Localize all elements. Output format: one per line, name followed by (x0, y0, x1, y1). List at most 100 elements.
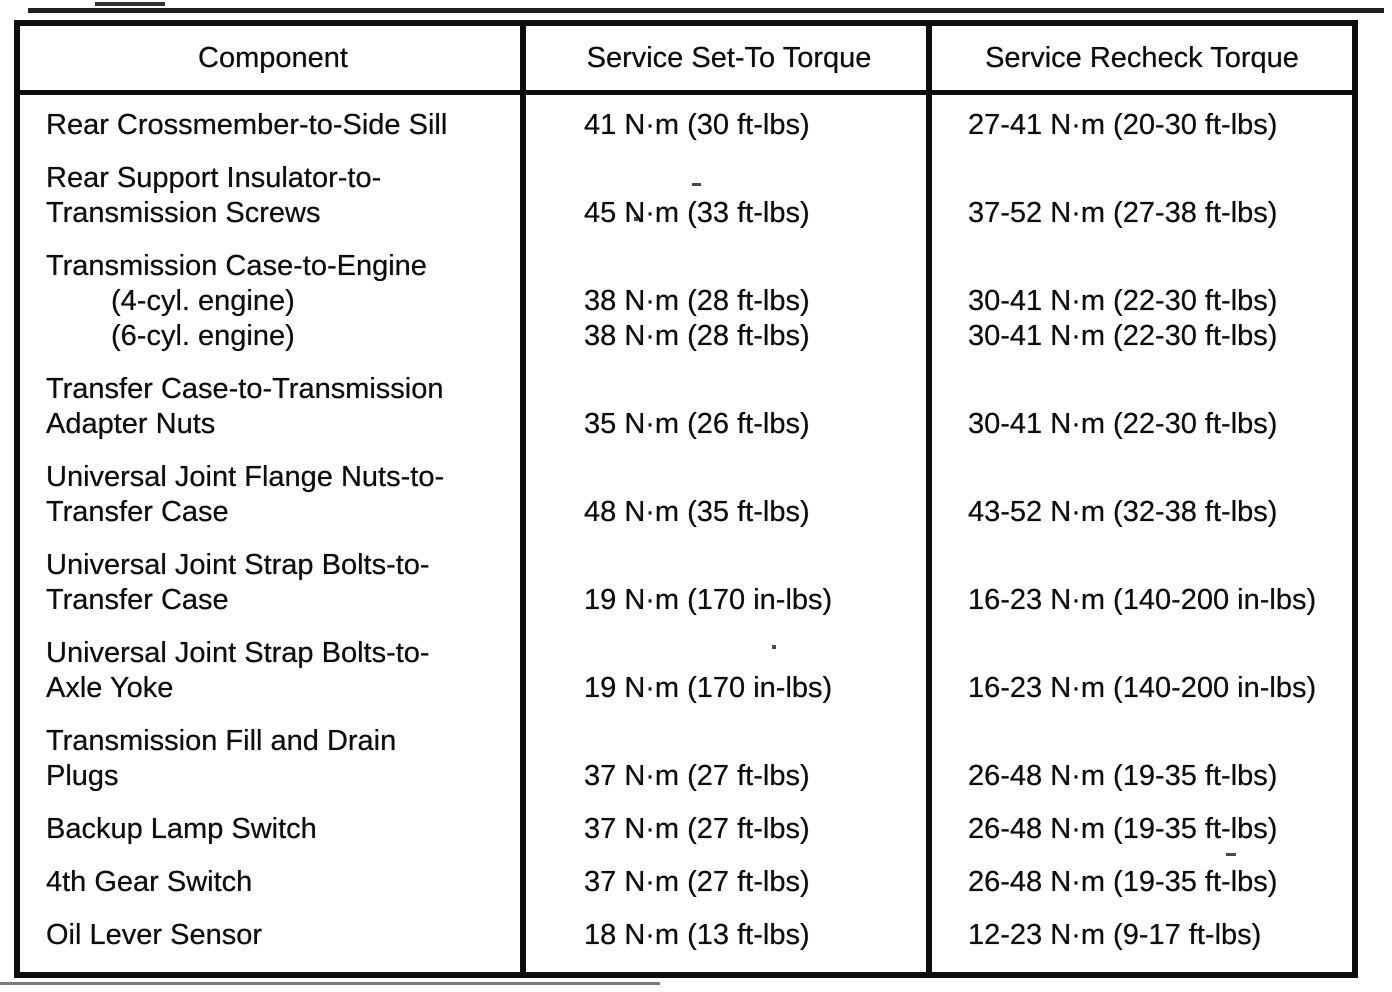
recheck-torque-value: 26-48 N·m (19-35 ft-lbs) (968, 866, 1278, 898)
scan-artifact-top-stub (95, 2, 165, 6)
component-line: Rear Support Insulator-to- (46, 162, 382, 194)
table-row: Transmission Fill and Drain Plugs 37 N·m (… (20, 724, 1352, 794)
set-to-torque-value: 38 N·m (28 ft-lbs) (584, 320, 810, 352)
recheck-torque-cell: 26-48 N·m (19-35 ft-lbs) (932, 812, 1352, 847)
recheck-torque-value: 26-48 N·m (19-35 ft-lbs) (968, 760, 1278, 792)
component-cell: 4th Gear Switch (20, 865, 526, 900)
set-to-torque-cell: 37 N·m (27 ft-lbs) (526, 724, 932, 794)
component-line: (4-cyl. engine) (111, 285, 295, 317)
component-line: Universal Joint Strap Bolts-to- (46, 637, 430, 669)
component-line: Universal Joint Flange Nuts-to- (46, 461, 445, 493)
set-to-torque-value: 45 N·m (33 ft-lbs) (584, 197, 810, 229)
column-divider (926, 26, 932, 972)
table-row: 4th Gear Switch 37 N·m (27 ft-lbs) 26-48 N… (20, 865, 1352, 900)
component-line: Backup Lamp Switch (46, 813, 317, 845)
component-line: Transfer Case-to-Transmission (46, 373, 444, 405)
component-cell: Rear Support Insulator-to- Transmission S… (20, 161, 526, 231)
recheck-torque-value: 16-23 N·m (140-200 in-lbs) (968, 672, 1317, 704)
torque-specifications-table: Component Service Set-To Torque Service … (14, 20, 1358, 978)
table-body: Rear Crossmember-to-Side Sill 41 N·m (30 … (20, 95, 1352, 972)
component-cell: Backup Lamp Switch (20, 812, 526, 847)
component-cell: Universal Joint Flange Nuts-to- Transfer … (20, 460, 526, 530)
component-line: Plugs (46, 760, 119, 792)
scan-artifact-bottom-line (0, 982, 660, 985)
component-line: 4th Gear Switch (46, 866, 253, 898)
table-row: Universal Joint Strap Bolts-to- Axle Yoke… (20, 636, 1352, 706)
set-to-torque-value: 41 N·m (30 ft-lbs) (584, 109, 810, 141)
recheck-torque-cell: 16-23 N·m (140-200 in-lbs) (932, 636, 1352, 706)
set-to-torque-cell: 48 N·m (35 ft-lbs) (526, 460, 932, 530)
scan-speck (634, 217, 638, 221)
component-cell: Universal Joint Strap Bolts-to- Axle Yoke (20, 636, 526, 706)
set-to-torque-cell: 35 N·m (26 ft-lbs) (526, 372, 932, 442)
component-line: Transfer Case (46, 584, 229, 616)
recheck-torque-cell: 27-41 N·m (20-30 ft-lbs) (932, 108, 1352, 143)
component-cell: Universal Joint Strap Bolts-to- Transfer … (20, 548, 526, 618)
component-cell: Rear Crossmember-to-Side Sill (20, 108, 526, 143)
component-cell: Transfer Case-to-Transmission Adapter Nut… (20, 372, 526, 442)
recheck-torque-value: 12-23 N·m (9-17 ft-lbs) (968, 919, 1262, 951)
component-line: Transmission Fill and Drain (46, 725, 397, 757)
set-to-torque-cell: 45 N·m (33 ft-lbs) (526, 161, 932, 231)
component-cell: Transmission Fill and Drain Plugs (20, 724, 526, 794)
header-service-recheck-torque: Service Recheck Torque (985, 41, 1299, 74)
table-row: Rear Crossmember-to-Side Sill 41 N·m (30 … (20, 108, 1352, 143)
recheck-torque-value: 30-41 N·m (22-30 ft-lbs) (968, 408, 1278, 440)
set-to-torque-cell: 37 N·m (27 ft-lbs) (526, 812, 932, 847)
recheck-torque-cell: 26-48 N·m (19-35 ft-lbs) (932, 865, 1352, 900)
set-to-torque-cell: 19 N·m (170 in-lbs) (526, 636, 932, 706)
set-to-torque-value: 35 N·m (26 ft-lbs) (584, 408, 810, 440)
header-component: Component (198, 41, 348, 74)
recheck-torque-cell: 30-41 N·m (22-30 ft-lbs) (932, 372, 1352, 442)
set-to-torque-value: 19 N·m (170 in-lbs) (584, 672, 833, 704)
table-header-row: Component Service Set-To Torque Service … (20, 26, 1352, 95)
component-line: Transmission Case-to-Engine (46, 250, 427, 282)
set-to-torque-value: 37 N·m (27 ft-lbs) (584, 813, 810, 845)
set-to-torque-value: 19 N·m (170 in-lbs) (584, 584, 833, 616)
scan-speck (772, 645, 776, 649)
set-to-torque-cell: 37 N·m (27 ft-lbs) (526, 865, 932, 900)
scan-speck (1226, 853, 1236, 856)
component-line: Axle Yoke (46, 672, 174, 704)
recheck-torque-cell: 37-52 N·m (27-38 ft-lbs) (932, 161, 1352, 231)
recheck-torque-cell: 43-52 N·m (32-38 ft-lbs) (932, 460, 1352, 530)
recheck-torque-cell: 16-23 N·m (140-200 in-lbs) (932, 548, 1352, 618)
set-to-torque-value: 37 N·m (27 ft-lbs) (584, 866, 810, 898)
recheck-torque-value: 26-48 N·m (19-35 ft-lbs) (968, 813, 1278, 845)
component-line: (6-cyl. engine) (111, 320, 295, 352)
component-line: Oil Lever Sensor (46, 919, 262, 951)
set-to-torque-value: 18 N·m (13 ft-lbs) (584, 919, 810, 951)
component-cell: Oil Lever Sensor (20, 918, 526, 953)
table-row: Oil Lever Sensor 18 N·m (13 ft-lbs) 12-23 … (20, 918, 1352, 953)
component-line: Universal Joint Strap Bolts-to- (46, 549, 430, 581)
component-cell: Transmission Case-to-Engine (4-cyl. engin… (20, 249, 526, 354)
recheck-torque-value: 27-41 N·m (20-30 ft-lbs) (968, 109, 1278, 141)
recheck-torque-value: 16-23 N·m (140-200 in-lbs) (968, 584, 1317, 616)
set-to-torque-cell: 19 N·m (170 in-lbs) (526, 548, 932, 618)
table-row: Transmission Case-to-Engine (4-cyl. engin… (20, 249, 1352, 354)
recheck-torque-cell: 26-48 N·m (19-35 ft-lbs) (932, 724, 1352, 794)
recheck-torque-value: 30-41 N·m (22-30 ft-lbs) (968, 285, 1278, 317)
header-service-set-to-torque: Service Set-To Torque (586, 41, 872, 74)
column-divider (520, 26, 526, 972)
component-line: Adapter Nuts (46, 408, 216, 440)
set-to-torque-value: 37 N·m (27 ft-lbs) (584, 760, 810, 792)
recheck-torque-value: 37-52 N·m (27-38 ft-lbs) (968, 197, 1278, 229)
scan-artifact-top-line (28, 8, 1384, 13)
set-to-torque-cell: 41 N·m (30 ft-lbs) (526, 108, 932, 143)
recheck-torque-cell: 30-41 N·m (22-30 ft-lbs) 30-41 N·m (22-30… (932, 249, 1352, 354)
set-to-torque-value: 38 N·m (28 ft-lbs) (584, 285, 810, 317)
table-row: Transfer Case-to-Transmission Adapter Nut… (20, 372, 1352, 442)
table-row: Backup Lamp Switch 37 N·m (27 ft-lbs) 26-4… (20, 812, 1352, 847)
recheck-torque-cell: 12-23 N·m (9-17 ft-lbs) (932, 918, 1352, 953)
recheck-torque-value: 30-41 N·m (22-30 ft-lbs) (968, 320, 1278, 352)
table-row: Universal Joint Strap Bolts-to- Transfer … (20, 548, 1352, 618)
table-row: Rear Support Insulator-to- Transmission S… (20, 161, 1352, 231)
set-to-torque-cell: 38 N·m (28 ft-lbs) 38 N·m (28 ft-lbs) (526, 249, 932, 354)
component-line: Transmission Screws (46, 197, 321, 229)
component-line: Rear Crossmember-to-Side Sill (46, 109, 448, 141)
table-row: Universal Joint Flange Nuts-to- Transfer … (20, 460, 1352, 530)
component-line: Transfer Case (46, 496, 229, 528)
set-to-torque-cell: 18 N·m (13 ft-lbs) (526, 918, 932, 953)
